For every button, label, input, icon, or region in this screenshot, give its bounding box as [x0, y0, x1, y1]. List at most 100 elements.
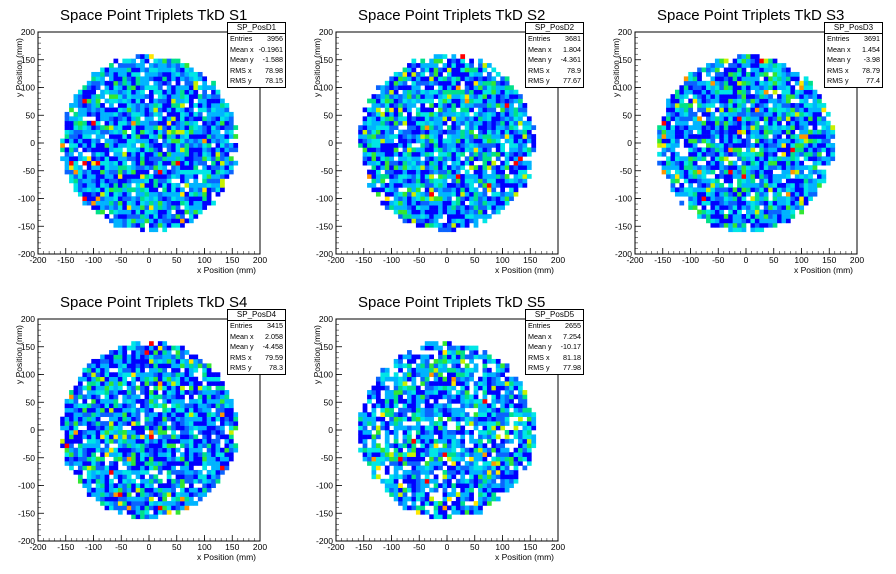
heatmap-cell [149, 478, 154, 484]
heatmap-cell [166, 191, 172, 197]
heatmap-cell [175, 372, 181, 378]
heatmap-cell [759, 160, 765, 166]
heatmap-cell [126, 478, 132, 484]
heatmap-cell [211, 138, 216, 144]
heatmap-cell [367, 98, 372, 104]
heatmap-cell [429, 138, 434, 144]
heatmap-cell [732, 143, 738, 148]
heatmap-cell [117, 372, 123, 378]
heatmap-cell [737, 125, 742, 130]
heatmap-cell [719, 138, 725, 144]
heatmap-cell [455, 63, 461, 68]
heatmap-cell [728, 111, 733, 117]
heatmap-cell [777, 116, 782, 122]
heatmap-cell [224, 129, 230, 135]
heatmap-cell [411, 129, 417, 135]
heatmap-cell [100, 187, 105, 193]
heatmap-cell [220, 125, 225, 130]
heatmap-cell [109, 196, 114, 202]
heatmap-cell [228, 434, 234, 440]
heatmap-cell [82, 187, 88, 193]
heatmap-cell [393, 174, 399, 179]
heatmap-cell [122, 103, 128, 108]
heatmap-cell [162, 390, 168, 395]
heatmap-cell [825, 134, 831, 139]
heatmap-cell [407, 76, 412, 82]
heatmap-cell [91, 151, 97, 157]
heatmap-cell [362, 129, 368, 135]
heatmap-cell [193, 165, 199, 170]
heatmap-cell [104, 501, 110, 506]
heatmap-cell [202, 465, 208, 471]
heatmap-cell [171, 438, 176, 444]
heatmap-cell [697, 151, 702, 157]
heatmap-cell [140, 350, 145, 355]
heatmap-cell [77, 94, 83, 99]
heatmap-cell [442, 182, 448, 188]
heatmap-cell [799, 116, 805, 122]
heatmap-cell [442, 196, 448, 202]
heatmap-cell [719, 174, 725, 179]
heatmap-cell [113, 98, 119, 104]
heatmap-cell [518, 98, 523, 104]
heatmap-cell [513, 178, 519, 184]
heatmap-cell [86, 178, 92, 184]
heatmap-cell [754, 191, 760, 197]
heatmap-cell [188, 125, 194, 130]
heatmap-cell [126, 452, 132, 457]
heatmap-cell [509, 169, 514, 175]
heatmap-cell [149, 98, 154, 104]
heatmap-cell [69, 434, 74, 440]
heatmap-cell [799, 205, 805, 210]
heatmap-cell [746, 156, 751, 162]
heatmap-cell [228, 116, 234, 122]
heatmap-cell [166, 174, 172, 179]
heatmap-cell [478, 174, 483, 179]
heatmap-cell [104, 412, 110, 417]
heatmap-cell [193, 182, 199, 188]
heatmap-cell [82, 372, 88, 378]
heatmap-cell [188, 394, 194, 400]
heatmap-cell [91, 385, 97, 391]
heatmap-cell [393, 125, 399, 130]
heatmap-cell [162, 107, 168, 113]
heatmap-cell [193, 407, 199, 413]
heatmap-cell [211, 461, 216, 466]
heatmap-cell [135, 438, 141, 444]
heatmap-cell [504, 111, 510, 117]
heatmap-cell [710, 129, 716, 135]
heatmap-cell [82, 85, 88, 91]
heatmap-cell [220, 398, 225, 404]
heatmap-cell [100, 385, 105, 391]
heatmap-cell [109, 372, 114, 378]
heatmap-cell [109, 407, 114, 413]
heatmap-cell [220, 407, 225, 413]
heatmap-cell [104, 200, 110, 206]
heatmap-cell [790, 76, 796, 82]
heatmap-cell [77, 430, 83, 435]
heatmap-cell [710, 120, 716, 126]
heatmap-cell [710, 94, 716, 99]
heatmap-cell [424, 129, 430, 135]
heatmap-cell [95, 120, 101, 126]
heatmap-cell [723, 205, 729, 210]
heatmap-cell [384, 200, 390, 206]
heatmap-cell [429, 160, 434, 166]
heatmap-cell [215, 407, 221, 413]
heatmap-cell [451, 191, 457, 197]
heatmap-cell [495, 147, 501, 153]
heatmap-cell [732, 222, 738, 228]
heatmap-cell [86, 165, 92, 170]
heatmap-cell [482, 80, 488, 86]
heatmap-cell [100, 434, 105, 440]
heatmap-cell [184, 430, 190, 435]
heatmap-cell [184, 416, 190, 422]
heatmap-cell [737, 143, 742, 148]
heatmap-cell [175, 160, 181, 166]
heatmap-cell [688, 76, 694, 82]
heatmap-cell [104, 116, 110, 122]
heatmap-cell [122, 394, 128, 400]
heatmap-cell [149, 421, 154, 426]
heatmap-cell [184, 71, 190, 77]
heatmap-cell [122, 165, 128, 170]
